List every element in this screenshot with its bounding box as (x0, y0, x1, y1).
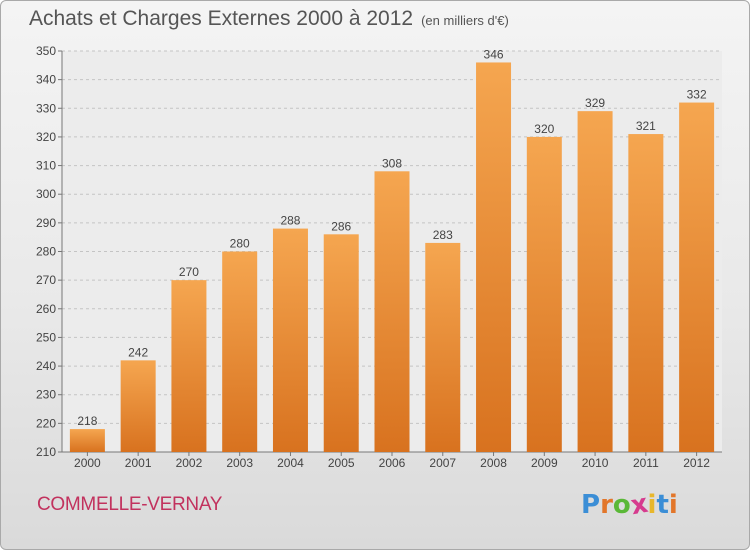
bar-2009 (526, 136, 562, 452)
data-label: 329 (585, 96, 605, 110)
x-tick-label: 2005 (328, 456, 355, 470)
data-label: 286 (331, 219, 351, 233)
x-tick-label: 2012 (683, 456, 710, 470)
y-tick-label: 250 (36, 330, 56, 344)
y-tick-label: 330 (36, 101, 56, 115)
x-tick-label: 2000 (74, 456, 101, 470)
bar-2000 (69, 429, 105, 452)
y-tick-label: 310 (36, 159, 56, 173)
bar-2008 (476, 62, 512, 452)
y-tick-label: 320 (36, 130, 56, 144)
data-label: 270 (179, 265, 199, 279)
data-label: 308 (382, 156, 402, 170)
data-label: 218 (77, 414, 97, 428)
bar-2010 (577, 111, 613, 453)
proxiti-logo: Proxiti (581, 489, 678, 521)
data-label: 283 (433, 228, 453, 242)
data-label: 332 (687, 88, 707, 102)
y-tick-label: 230 (36, 388, 56, 402)
bar-2007 (425, 242, 461, 452)
bar-2011 (628, 134, 664, 453)
x-tick-label: 2003 (226, 456, 253, 470)
commune-name: COMMELLE-VERNAY (37, 494, 223, 515)
x-tick-label: 2002 (176, 456, 203, 470)
bar-2001 (120, 360, 156, 452)
bar-2012 (679, 102, 715, 453)
x-tick-label: 2009 (531, 456, 558, 470)
y-tick-label: 340 (36, 73, 56, 87)
bar-2004 (272, 228, 308, 452)
chart-unit: (en milliers d'€) (421, 13, 509, 28)
x-tick-label: 2001 (125, 456, 152, 470)
bar-2006 (374, 171, 410, 453)
data-label: 280 (230, 237, 250, 251)
y-tick-label: 210 (36, 445, 56, 459)
y-tick-label: 240 (36, 359, 56, 373)
logo-letter: o (612, 490, 631, 520)
chart-title-text: Achats et Charges Externes 2000 à 2012 (29, 7, 414, 30)
data-label: 321 (636, 119, 656, 133)
bar-2005 (323, 234, 359, 452)
y-tick-label: 300 (36, 187, 56, 201)
y-tick-label: 270 (36, 273, 56, 287)
data-label: 320 (534, 122, 554, 136)
y-tick-label: 260 (36, 302, 56, 316)
data-label: 242 (128, 345, 148, 359)
bar-2002 (171, 280, 207, 452)
logo-letter: r (600, 490, 613, 520)
x-tick-label: 2011 (633, 456, 659, 470)
logo-letter: t (656, 490, 669, 520)
logo-letter: i (647, 490, 657, 520)
y-tick-label: 290 (36, 216, 56, 230)
x-tick-label: 2004 (277, 456, 304, 470)
logo-letter: i (668, 490, 678, 520)
x-tick-label: 2007 (429, 456, 456, 470)
data-label: 346 (484, 47, 504, 61)
y-tick-label: 220 (36, 416, 56, 430)
data-label: 288 (280, 214, 300, 228)
x-tick-label: 2006 (379, 456, 406, 470)
chart-title: Achats et Charges Externes 2000 à 2012 (e… (29, 7, 509, 31)
y-tick-label: 350 (36, 44, 56, 58)
y-tick-label: 280 (36, 245, 56, 259)
x-tick-label: 2010 (582, 456, 609, 470)
bar-2003 (222, 251, 258, 452)
x-tick-label: 2008 (480, 456, 507, 470)
logo-letter: P (581, 490, 601, 520)
